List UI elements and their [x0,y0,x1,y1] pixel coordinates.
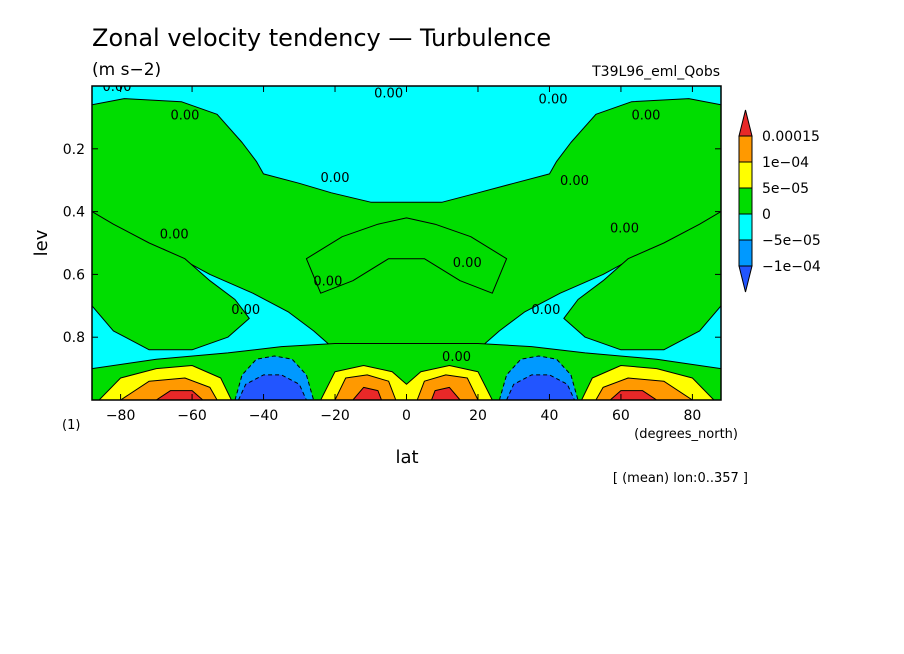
contour-label: 0.00 [170,108,199,123]
contour-label: 0.00 [453,256,482,271]
colorbar-bottom-arrow [738,265,753,293]
contour-label: 0.00 [103,80,132,95]
colorbar-swatch [738,161,753,189]
y-tick-label: 0.2 [63,142,85,158]
x-tick-label: 40 [541,408,559,424]
colorbar-label: −1e−04 [762,259,821,275]
contour-region [238,374,307,400]
colorbar-swatch [738,213,753,241]
contour-label: 0.00 [531,303,560,318]
colorbar-label: −5e−05 [762,233,821,249]
contour-label: 0.00 [374,86,403,101]
plot-area: 0.00 0.00 0.00 0.00 0.00 0.00 0.00 0.00 0.00 0.00… [91,80,722,401]
x-tick-label: −60 [177,408,207,424]
colorbar-swatch [738,239,753,267]
contour-label: 0.00 [321,171,350,186]
contour-label: 0.00 [560,174,589,189]
colorbar-label: 1e−04 [762,155,809,171]
contour-regions [92,98,721,400]
x-axis-label: lat [395,447,418,468]
colorbar-label: 5e−05 [762,181,809,197]
contour-region [352,386,382,400]
contour-region [431,386,461,400]
y-axis-ticks: 0.2 0.4 0.6 0.8 [63,142,721,346]
x-tick-label: 60 [612,408,630,424]
contour-label: 0.00 [231,303,260,318]
contour-label: 0.00 [313,275,342,290]
y-tick-label: 0.4 [63,205,85,221]
colorbar: 0.00015 1e−04 5e−05 0 −5e−05 −1e−04 [738,109,821,293]
contour-region [609,390,658,400]
x-axis-units: (degrees_north) [634,427,738,442]
units-label: (m s−2) [92,60,161,80]
x-axis-ticks: −80 −60 −40 −20 0 20 40 60 80 [106,86,701,424]
y-tick-label: 0.8 [63,330,85,346]
colorbar-label: 0.00015 [762,129,820,145]
contour-region [305,217,508,294]
y-axis-label: lev [31,229,52,256]
contour-label: 0.00 [442,350,471,365]
contour-label: 0.00 [539,93,568,108]
contour-label: 0.00 [610,221,639,236]
x-tick-label: 80 [683,408,701,424]
contour-labels: 0.00 0.00 0.00 0.00 0.00 0.00 0.00 0.00 0.00 0.00… [103,80,661,365]
y-axis-units: (1) [62,418,80,433]
colorbar-label: 0 [762,207,771,223]
contour-region [155,390,204,400]
footer-note: [ (mean) lon:0..357 ] [613,471,748,486]
contour-region [92,211,250,351]
run-label: T39L96_eml_Qobs [591,64,720,80]
x-tick-label: 20 [469,408,487,424]
x-tick-label: 0 [402,408,411,424]
contour-region [506,374,575,400]
contour-label: 0.00 [631,108,660,123]
chart-title: Zonal velocity tendency — Turbulence [92,24,551,52]
y-tick-label: 0.6 [63,267,85,283]
x-tick-label: −20 [320,408,350,424]
contour-region [563,211,721,351]
x-tick-label: −40 [249,408,279,424]
colorbar-swatch [738,135,753,163]
colorbar-swatch [738,187,753,215]
contour-label: 0.00 [160,228,189,243]
colorbar-top-arrow [738,109,753,137]
x-tick-label: −80 [106,408,136,424]
